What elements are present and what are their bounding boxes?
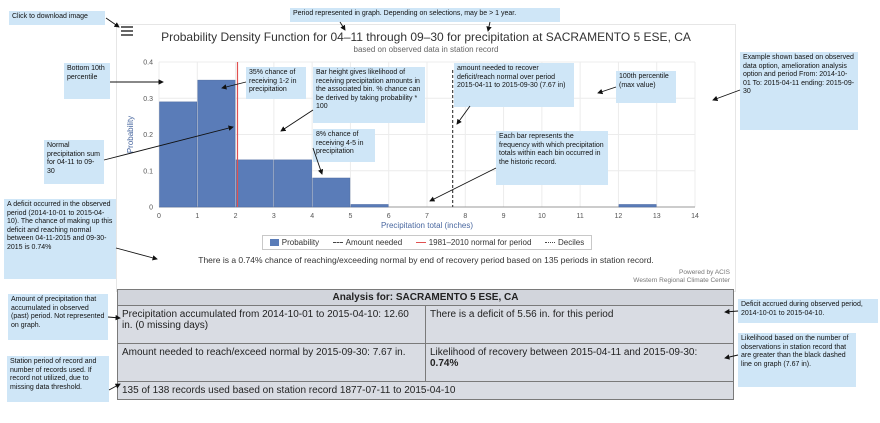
analysis-header: Analysis for: SACRAMENTO 5 ESE, CA [117,289,734,306]
deficit-cell: There is a deficit of 5.56 in. for this … [425,305,734,344]
x-tick-label: 0 [157,213,161,220]
x-tick-label: 4 [310,213,314,220]
note-bottom-percentile: Bottom 10th percentile [64,63,110,99]
x-tick-label: 14 [691,213,699,220]
y-tick-label: 0.2 [143,132,153,139]
chart-legend: Probability Amount needed 1981–2010 norm… [262,235,592,250]
probability-bar [235,159,274,208]
legend-normal[interactable]: 1981–2010 normal for period [415,238,531,247]
x-tick-label: 11 [577,213,584,220]
chart-subtitle: based on observed data in station record [353,45,499,54]
note-each-bar: Each bar represents the frequency with w… [496,131,608,185]
note-chance-35: 35% chance of receiving 1-2 in precipita… [246,67,306,99]
x-tick-label: 12 [615,213,623,220]
note-amount-accum: Amount of precipitation that accumulated… [8,294,108,340]
x-tick-label: 9 [502,213,506,220]
likelihood-cell: Likelihood of recovery between 2015-04-1… [425,343,734,382]
probability-bar [618,204,657,208]
likelihood-value: 0.74% [430,358,459,369]
legend-deciles[interactable]: Deciles [544,238,584,247]
legend-amount-needed[interactable]: Amount needed [332,238,402,247]
x-tick-label: 7 [425,213,429,220]
credit-acis: Powered by ACIS [679,269,730,276]
note-deficit-occurred: A deficit occurred in the observed perio… [4,199,116,279]
note-100th-percentile: 100th percentile (max value) [616,71,676,103]
probability-bar [350,204,389,208]
x-tick-label: 3 [272,213,276,220]
x-tick-label: 1 [195,213,199,220]
records-cell: 135 of 138 records used based on station… [117,381,734,400]
probability-bar [197,79,236,208]
probability-bar [312,177,351,208]
hamburger-icon[interactable] [121,24,133,38]
note-period: Period represented in graph. Depending o… [290,8,560,22]
credit-wrcc: Western Regional Climate Center [633,277,730,284]
y-tick-label: 0.4 [143,60,153,67]
accumulated-cell: Precipitation accumulated from 2014-10-0… [117,305,426,344]
x-tick-label: 8 [463,213,467,220]
y-axis-label: Probability [126,116,135,153]
y-tick-label: 0.3 [143,96,153,103]
x-tick-label: 6 [387,213,391,220]
note-deficit-accrued: Deficit accrued during observed period, … [738,299,878,323]
needed-cell: Amount needed to reach/exceed normal by … [117,343,426,382]
analysis-table: Analysis for: SACRAMENTO 5 ESE, CA Preci… [117,289,734,400]
chart-title: Probability Density Function for 04–11 t… [161,30,691,44]
x-tick-label: 13 [653,213,661,220]
note-bar-height: Bar height gives likelihood of receiving… [313,67,425,123]
note-example-shown: Example shown based on observed data opt… [740,52,858,130]
x-axis-label: Precipitation total (inches) [381,221,473,230]
note-download: Click to download image [9,11,105,25]
legend-probability[interactable]: Probability [269,238,319,247]
x-tick-label: 5 [348,213,352,220]
note-likelihood-based: Likelihood based on the number of observ… [738,333,856,387]
likelihood-label: Likelihood of recovery between 2015-04-1… [430,347,698,358]
y-tick-label: 0 [149,205,153,212]
note-normal-sum: Normal precipitation sum for 04-11 to 09… [44,140,104,184]
x-tick-label: 2 [234,213,238,220]
note-chance-8: 8% chance of receiving 4-5 in precipitat… [313,129,375,162]
probability-bar [274,159,312,208]
x-tick-label: 10 [538,213,546,220]
probability-bar [159,101,198,208]
chart-summary: There is a 0.74% chance of reaching/exce… [198,255,654,265]
y-tick-label: 0.1 [143,168,153,175]
note-amount-needed: amount needed to recover deficit/reach n… [454,63,574,107]
note-station-period: Station period of record and number of r… [7,356,109,402]
